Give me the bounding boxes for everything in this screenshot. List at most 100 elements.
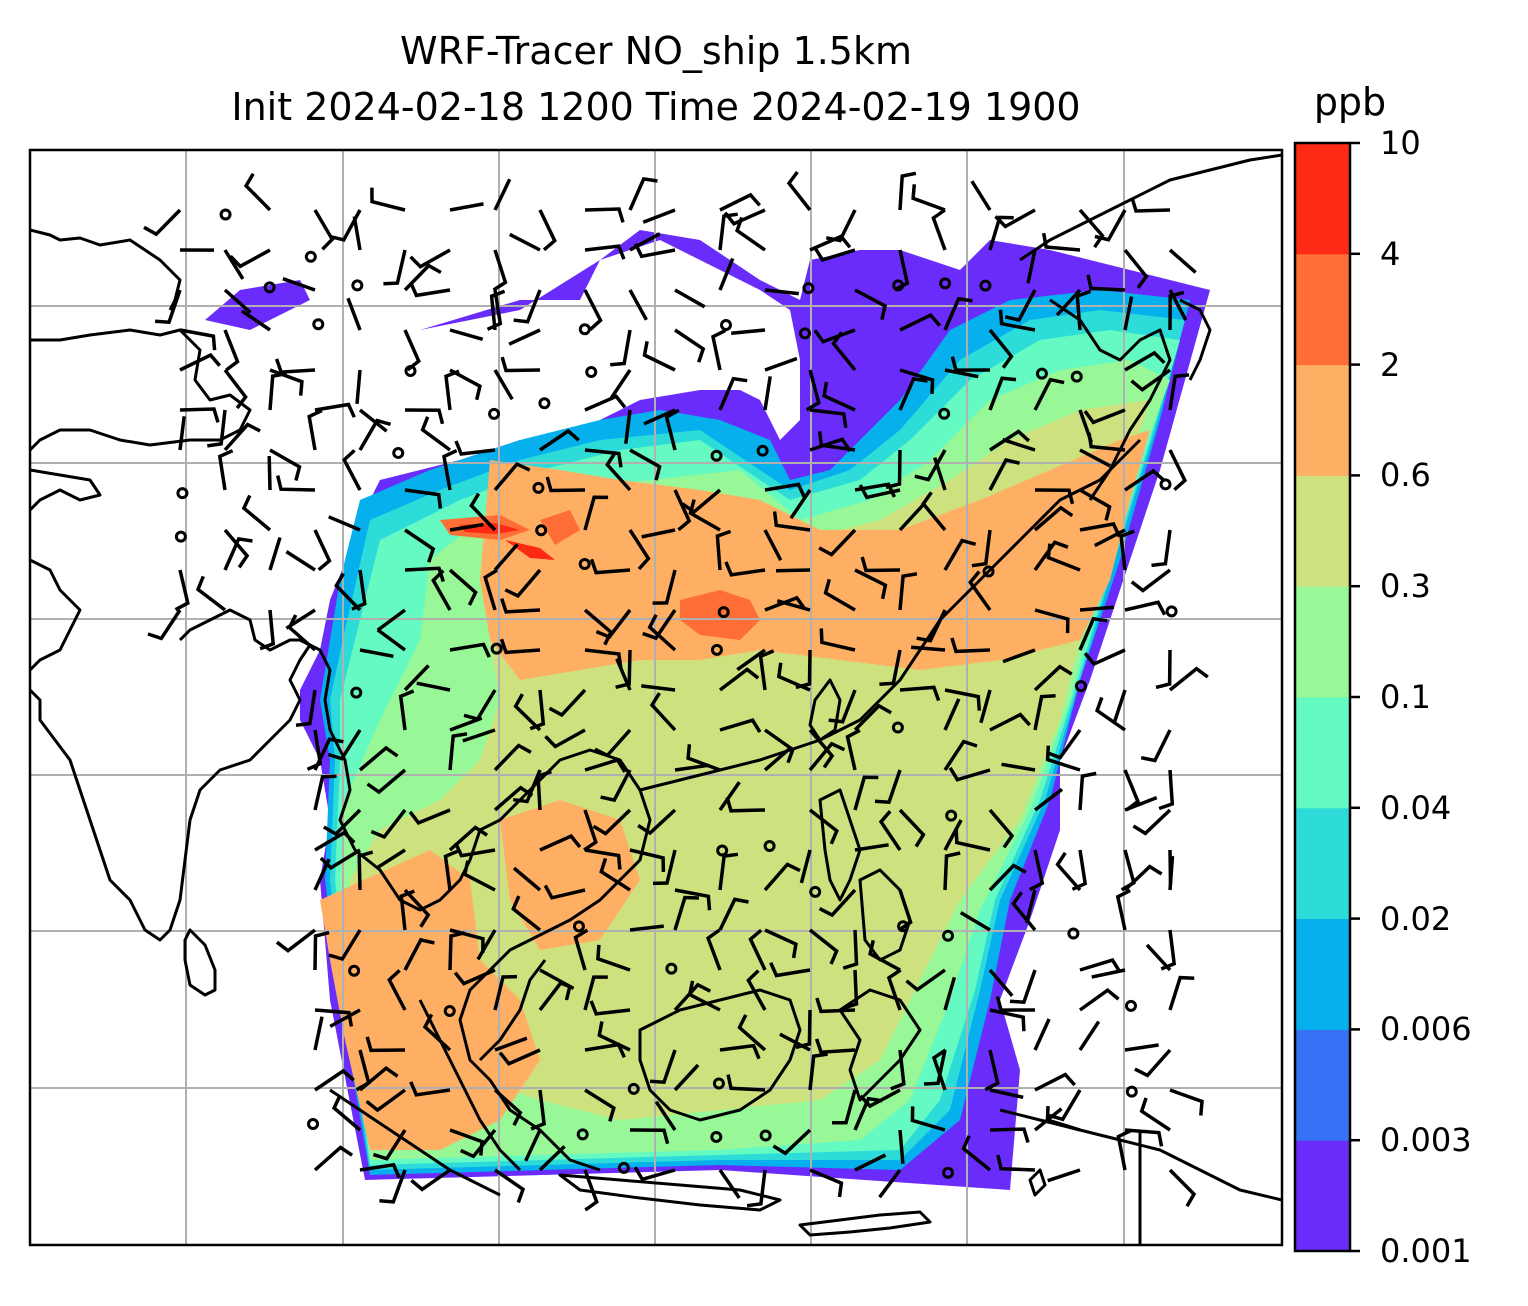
calm-wind-circle bbox=[176, 487, 189, 500]
wind-barb bbox=[399, 889, 416, 931]
wind-barb bbox=[845, 728, 861, 771]
wind-barb bbox=[1124, 468, 1165, 492]
colorbar-swatch bbox=[1295, 1029, 1350, 1141]
wind-barb bbox=[948, 766, 991, 782]
coastline-myanmar-indochina bbox=[299, 638, 652, 1172]
calm-wind-circle bbox=[1124, 999, 1137, 1012]
wind-barb bbox=[489, 289, 506, 331]
wind-barb bbox=[718, 212, 738, 251]
wind-barb bbox=[462, 860, 496, 892]
wind-barb bbox=[313, 774, 337, 811]
wind-barb bbox=[879, 649, 902, 687]
wind-barb bbox=[860, 556, 901, 573]
wind-barb bbox=[764, 288, 799, 296]
wind-barb bbox=[358, 745, 399, 772]
wind-barb bbox=[352, 216, 362, 251]
wind-barb bbox=[1009, 969, 1037, 1005]
wind-barb bbox=[431, 569, 452, 611]
wind-barb bbox=[513, 693, 542, 732]
wind-barb bbox=[583, 495, 609, 531]
wind-barb bbox=[624, 409, 632, 444]
wind-barb bbox=[454, 440, 496, 456]
wind-barb bbox=[995, 996, 1036, 1012]
wind-barb bbox=[365, 1036, 406, 1053]
wind-barb bbox=[1004, 289, 1037, 323]
wind-barb bbox=[831, 1089, 857, 1125]
wind-barb bbox=[1158, 769, 1175, 811]
colorbar-swatch bbox=[1295, 1140, 1350, 1252]
wind-barb bbox=[859, 1088, 901, 1109]
wind-barb bbox=[641, 528, 676, 539]
calm-wind-circle bbox=[174, 530, 187, 543]
wind-barb bbox=[763, 376, 772, 411]
wind-barb bbox=[874, 769, 902, 805]
wind-barb bbox=[674, 763, 709, 772]
colorbar-swatch bbox=[1295, 253, 1350, 366]
wind-barb bbox=[813, 328, 856, 344]
wind-barb bbox=[718, 376, 748, 411]
wind-barb bbox=[512, 769, 542, 804]
colorbar-swatch bbox=[1295, 697, 1350, 809]
wind-barb bbox=[1134, 1048, 1172, 1078]
wind-barb bbox=[1116, 1128, 1132, 1171]
calm-wind-circle bbox=[942, 929, 955, 942]
wind-barb bbox=[449, 202, 484, 212]
wind-barb bbox=[493, 543, 519, 572]
coastline-taiwan bbox=[808, 678, 842, 742]
wind-barb bbox=[1151, 529, 1172, 568]
wind-barb bbox=[372, 1129, 407, 1161]
wind-barb bbox=[673, 489, 692, 532]
calm-wind-circle bbox=[798, 327, 811, 340]
wind-barb bbox=[711, 328, 727, 371]
wind-barb bbox=[1079, 958, 1122, 973]
colorbar-tick-label: 10 bbox=[1380, 124, 1421, 162]
wind-barb bbox=[868, 939, 901, 972]
wind-barb bbox=[589, 558, 631, 575]
wind-barb bbox=[404, 408, 445, 425]
wind-barb bbox=[1130, 368, 1172, 392]
wind-barb bbox=[1168, 290, 1185, 331]
wind-barb bbox=[449, 1128, 484, 1156]
wind-barb bbox=[1033, 1018, 1051, 1051]
wind-barb bbox=[313, 737, 344, 771]
calm-wind-circle bbox=[945, 809, 958, 822]
wind-barb bbox=[819, 628, 856, 652]
wind-barb bbox=[493, 743, 532, 772]
wind-barb bbox=[988, 968, 1014, 997]
wind-barb bbox=[933, 457, 947, 491]
wind-barb bbox=[943, 976, 957, 1011]
wind-barb bbox=[1079, 448, 1111, 468]
wind-barb bbox=[448, 568, 478, 606]
wind-barb bbox=[764, 356, 798, 372]
wind-barb bbox=[637, 808, 677, 836]
wind-barb bbox=[508, 232, 541, 252]
wind-barb bbox=[629, 1128, 670, 1145]
wind-barb bbox=[989, 429, 1031, 452]
wind-barb bbox=[950, 637, 991, 654]
wind-barb bbox=[1045, 745, 1081, 772]
wind-barbs bbox=[143, 170, 1209, 1212]
wind-barb bbox=[404, 566, 445, 583]
wind-barb bbox=[448, 825, 489, 852]
calm-wind-circle bbox=[488, 407, 501, 420]
wind-barb bbox=[359, 648, 394, 659]
wind-barb bbox=[1168, 855, 1175, 891]
calm-wind-circle bbox=[351, 279, 364, 292]
wind-barb bbox=[853, 775, 879, 811]
wind-barb bbox=[1034, 1072, 1076, 1092]
wind-barb bbox=[331, 1094, 362, 1132]
wind-barb bbox=[1132, 808, 1172, 836]
wind-barb bbox=[1075, 289, 1092, 331]
wind-barb bbox=[984, 1049, 1000, 1092]
wind-barb bbox=[449, 716, 483, 732]
wind-barb bbox=[772, 1128, 812, 1156]
wind-barb bbox=[595, 608, 632, 640]
calm-wind-circle bbox=[578, 558, 591, 571]
wind-barb bbox=[494, 1036, 528, 1052]
wind-barb bbox=[944, 368, 979, 379]
wind-barb bbox=[853, 703, 892, 732]
wind-barb bbox=[943, 819, 963, 851]
wind-barb bbox=[548, 688, 587, 718]
wind-barb bbox=[629, 848, 666, 872]
wind-barb bbox=[813, 247, 856, 262]
